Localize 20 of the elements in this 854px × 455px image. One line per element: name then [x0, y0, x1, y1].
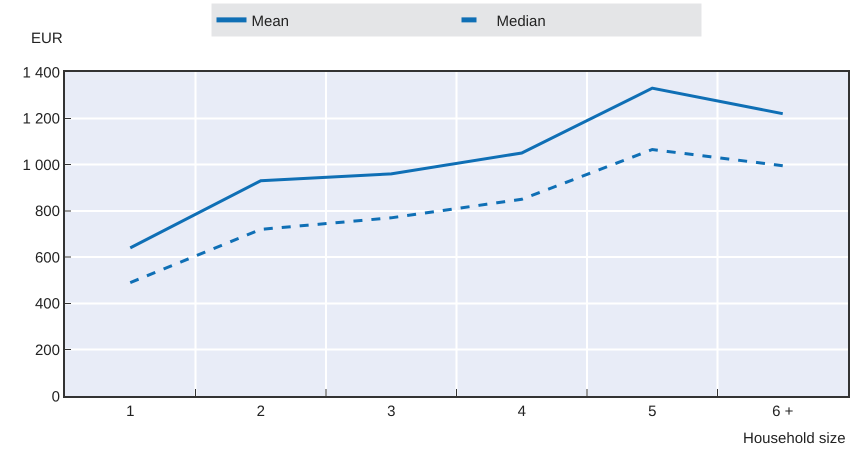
- x-tick-label: 5: [648, 403, 656, 420]
- x-tick-label: 4: [518, 403, 526, 420]
- line-series: [128, 148, 784, 284]
- legend-label: Mean: [252, 12, 290, 30]
- y-tick-label: 200: [34, 342, 60, 359]
- x-tick-label: 6 +: [772, 403, 794, 420]
- y-tick-label: 0: [52, 388, 60, 406]
- x-axis-title: Household size: [743, 430, 846, 447]
- y-axis-title: EUR: [31, 30, 63, 47]
- legend-label: Median: [496, 12, 546, 30]
- y-tick-label: 400: [34, 296, 60, 313]
- x-tick-label: 1: [126, 403, 134, 420]
- y-tick-label: 600: [34, 249, 60, 266]
- y-tick-label: 1 400: [22, 64, 60, 82]
- x-tick-label: 2: [256, 403, 265, 420]
- line-series: [128, 86, 784, 250]
- x-tick-label: 3: [387, 403, 396, 420]
- y-tick-label: 800: [34, 203, 60, 220]
- y-tick-label: 1 000: [22, 156, 60, 174]
- y-tick-label: 1 200: [22, 110, 60, 128]
